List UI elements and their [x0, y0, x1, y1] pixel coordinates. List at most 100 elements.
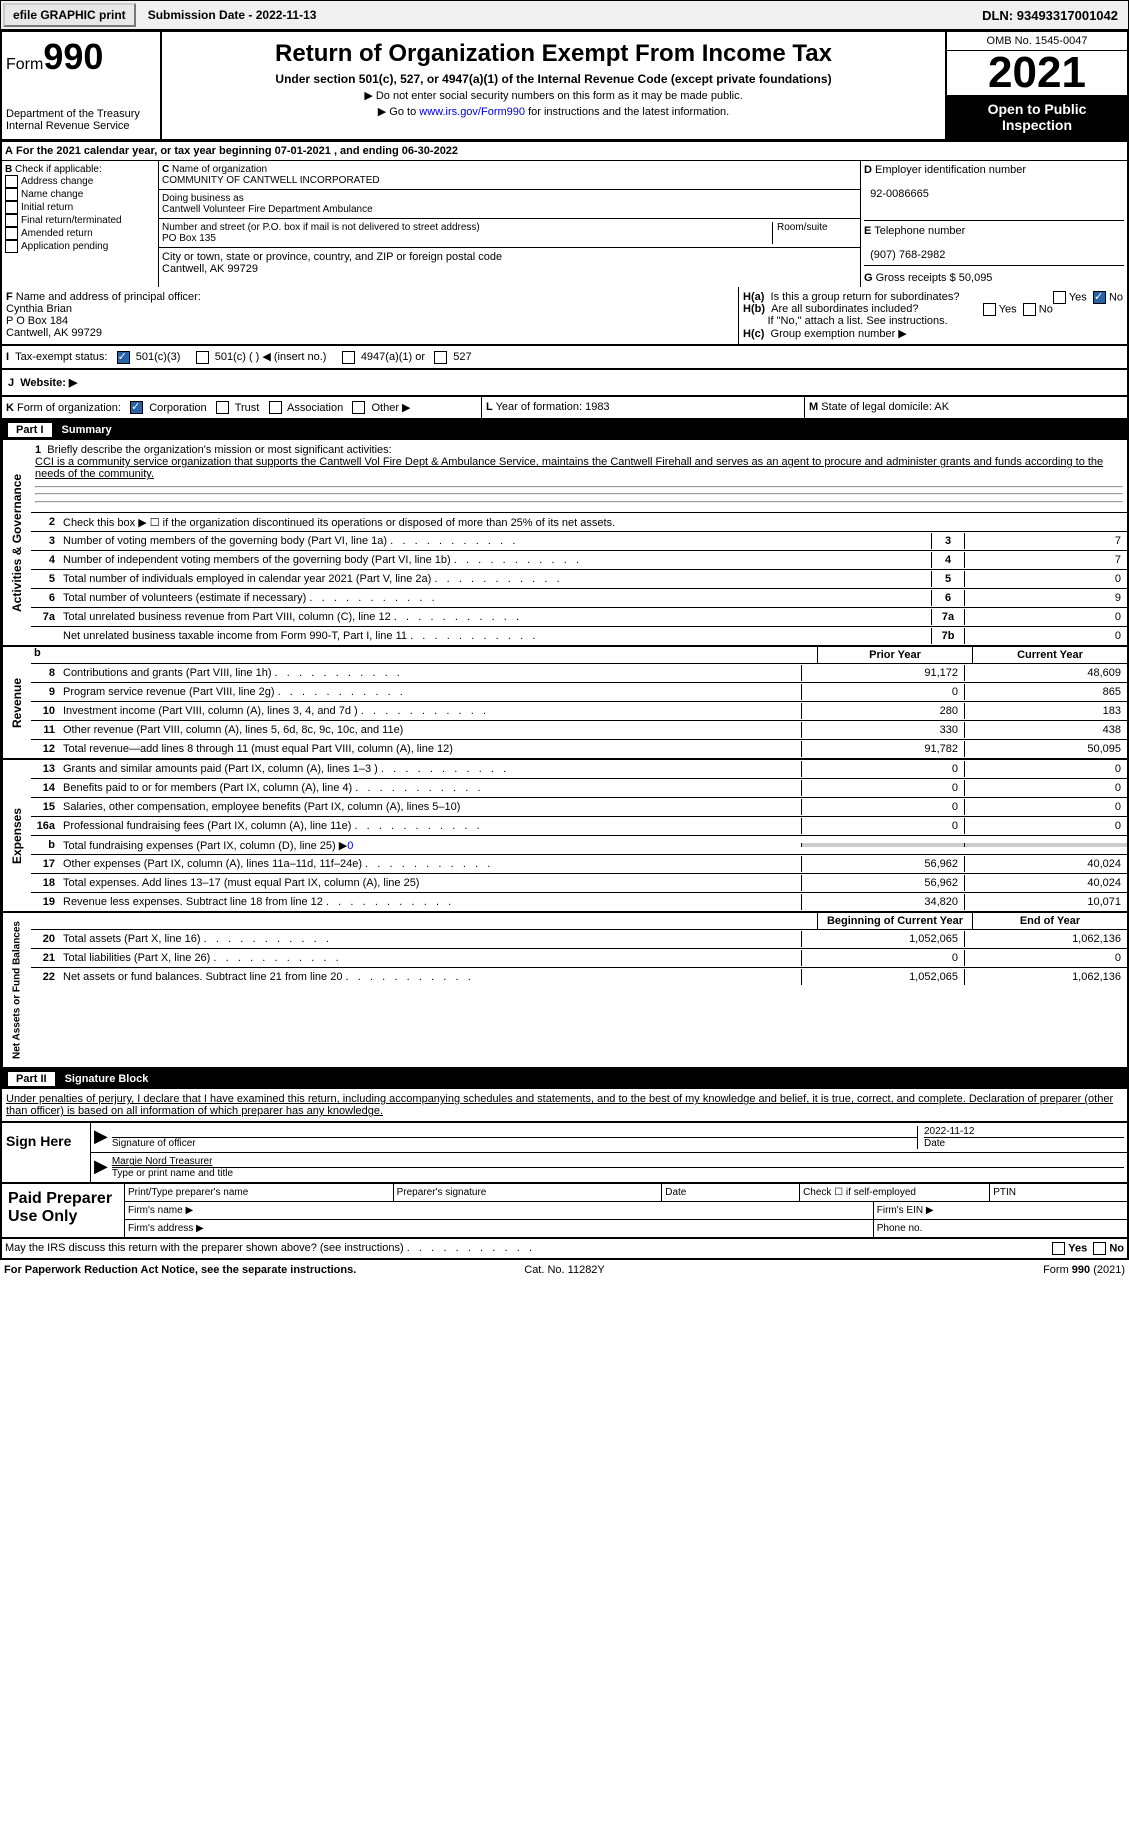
line3: Number of voting members of the governin…: [61, 533, 931, 549]
prep-sig-hdr: Preparer's signature: [394, 1184, 663, 1201]
line7b: Net unrelated business taxable income fr…: [61, 628, 931, 644]
firm-ein: Firm's EIN ▶: [874, 1202, 1127, 1219]
tab-net: Net Assets or Fund Balances: [2, 913, 31, 1067]
check-corp[interactable]: [130, 401, 143, 414]
check-amended[interactable]: [5, 227, 18, 240]
line20: Total assets (Part X, line 16): [61, 931, 801, 947]
paid-prep-label: Paid Preparer Use Only: [2, 1184, 125, 1237]
check-pending[interactable]: [5, 240, 18, 253]
part1-header: Part ISummary: [0, 420, 1129, 440]
discuss-yes[interactable]: [1052, 1242, 1065, 1255]
prep-ptin-hdr: PTIN: [990, 1184, 1127, 1201]
sign-here-label: Sign Here: [2, 1123, 91, 1182]
tab-revenue: Revenue: [2, 647, 31, 758]
line22: Net assets or fund balances. Subtract li…: [61, 969, 801, 985]
line19: Revenue less expenses. Subtract line 18 …: [61, 894, 801, 910]
officer-name: Cynthia Brian: [6, 303, 72, 315]
form-number-box: Form990 Department of the Treasury Inter…: [2, 32, 162, 139]
hb-no[interactable]: [1023, 303, 1036, 316]
line9: Program service revenue (Part VIII, line…: [61, 684, 801, 700]
hdr-current: Current Year: [972, 647, 1127, 663]
sig-officer-label: Signature of officer: [112, 1137, 917, 1149]
paid-preparer-block: Paid Preparer Use Only Print/Type prepar…: [0, 1184, 1129, 1239]
street: PO Box 135: [162, 233, 216, 244]
ha-no[interactable]: [1093, 291, 1106, 304]
check-trust[interactable]: [216, 401, 229, 414]
line5: Total number of individuals employed in …: [61, 571, 931, 587]
line3-val: 7: [964, 533, 1127, 549]
ha-yes[interactable]: [1053, 291, 1066, 304]
check-other[interactable]: [352, 401, 365, 414]
arrow-icon: ▶: [94, 1126, 108, 1149]
section-fh: F Name and address of principal officer:…: [0, 287, 1129, 346]
discuss-no[interactable]: [1093, 1242, 1106, 1255]
check-assoc[interactable]: [269, 401, 282, 414]
paperwork-notice: For Paperwork Reduction Act Notice, see …: [4, 1264, 378, 1276]
check-address[interactable]: [5, 175, 18, 188]
ssn-note: ▶ Do not enter social security numbers o…: [166, 89, 941, 102]
mission-text: CCI is a community service organization …: [35, 456, 1103, 480]
line6: Total number of volunteers (estimate if …: [61, 590, 931, 606]
line7a-val: 0: [964, 609, 1127, 625]
firm-name: Firm's name ▶: [125, 1202, 874, 1219]
line14: Benefits paid to or for members (Part IX…: [61, 780, 801, 796]
tax-year: 2021: [947, 51, 1127, 95]
prep-date-hdr: Date: [662, 1184, 800, 1201]
firm-phone: Phone no.: [874, 1220, 1127, 1237]
col-b-checkboxes: B Check if applicable: Address change Na…: [2, 161, 159, 287]
col-d-ein: D Employer identification number 92-0086…: [861, 161, 1127, 287]
line7b-val: 0: [964, 628, 1127, 644]
hdr-end: End of Year: [972, 913, 1127, 929]
line10: Investment income (Part VIII, column (A)…: [61, 703, 801, 719]
officer-box: F Name and address of principal officer:…: [2, 287, 738, 344]
expenses-section: Expenses 13Grants and similar amounts pa…: [0, 760, 1129, 913]
ein: 92-0086665: [870, 188, 929, 200]
check-527[interactable]: [434, 351, 447, 364]
korg-row: K Form of organization: Corporation Trus…: [0, 397, 1129, 421]
line2: Check this box ▶ ☐ if the organization d…: [61, 514, 1127, 531]
check-final[interactable]: [5, 214, 18, 227]
line8: Contributions and grants (Part VIII, lin…: [61, 665, 801, 681]
website-row: J Website: ▶: [0, 370, 1129, 397]
prep-self-hdr: Check ☐ if self-employed: [800, 1184, 990, 1201]
line6-val: 9: [964, 590, 1127, 606]
line12: Total revenue—add lines 8 through 11 (mu…: [61, 741, 801, 757]
irs-link[interactable]: www.irs.gov/Form990: [419, 106, 525, 118]
gross-receipts: 50,095: [959, 272, 993, 284]
revenue-section: Revenue bPrior YearCurrent Year 8Contrib…: [0, 647, 1129, 760]
check-name[interactable]: [5, 188, 18, 201]
efile-print-button[interactable]: efile GRAPHIC print: [3, 3, 136, 27]
hb-yes[interactable]: [983, 303, 996, 316]
check-4947[interactable]: [342, 351, 355, 364]
tab-expenses: Expenses: [2, 760, 31, 911]
group-return-box: H(a) Is this a group return for subordin…: [738, 287, 1127, 344]
tax-status-row: I Tax-exempt status: 501(c)(3) 501(c) ( …: [0, 346, 1129, 370]
check-initial[interactable]: [5, 201, 18, 214]
form-header: Form990 Department of the Treasury Inter…: [0, 30, 1129, 141]
line21: Total liabilities (Part X, line 26): [61, 950, 801, 966]
check-501c3[interactable]: [117, 351, 130, 364]
check-501c[interactable]: [196, 351, 209, 364]
discuss-row: May the IRS discuss this return with the…: [0, 1239, 1129, 1260]
fundraising-link[interactable]: 0: [347, 840, 353, 852]
form-title: Return of Organization Exempt From Incom…: [166, 40, 941, 68]
arrow-icon: ▶: [94, 1156, 108, 1179]
submission-date-label: Submission Date - 2022-11-13: [138, 8, 327, 22]
line13: Grants and similar amounts paid (Part IX…: [61, 761, 801, 777]
line16a: Professional fundraising fees (Part IX, …: [61, 818, 801, 834]
net-assets-section: Net Assets or Fund Balances Beginning of…: [0, 913, 1129, 1069]
penalty-text: Under penalties of perjury, I declare th…: [0, 1089, 1129, 1123]
cat-no: Cat. No. 11282Y: [378, 1264, 752, 1276]
prep-name-hdr: Print/Type preparer's name: [125, 1184, 394, 1201]
tax-year-line: A For the 2021 calendar year, or tax yea…: [0, 141, 1129, 161]
dept-treasury: Department of the Treasury Internal Reve…: [6, 108, 156, 132]
phone: (907) 768-2982: [870, 249, 945, 261]
org-name: COMMUNITY OF CANTWELL INCORPORATED: [162, 175, 380, 186]
goto-note: ▶ Go to www.irs.gov/Form990 for instruct…: [166, 105, 941, 118]
sign-here-block: Sign Here ▶Signature of officer2022-11-1…: [0, 1123, 1129, 1184]
hdr-begin: Beginning of Current Year: [817, 913, 972, 929]
signer-name: Margie Nord Treasurer: [112, 1156, 213, 1167]
line18: Total expenses. Add lines 13–17 (must eq…: [61, 875, 801, 891]
tab-activities: Activities & Governance: [2, 440, 31, 645]
room-label: Room/suite: [772, 222, 857, 244]
